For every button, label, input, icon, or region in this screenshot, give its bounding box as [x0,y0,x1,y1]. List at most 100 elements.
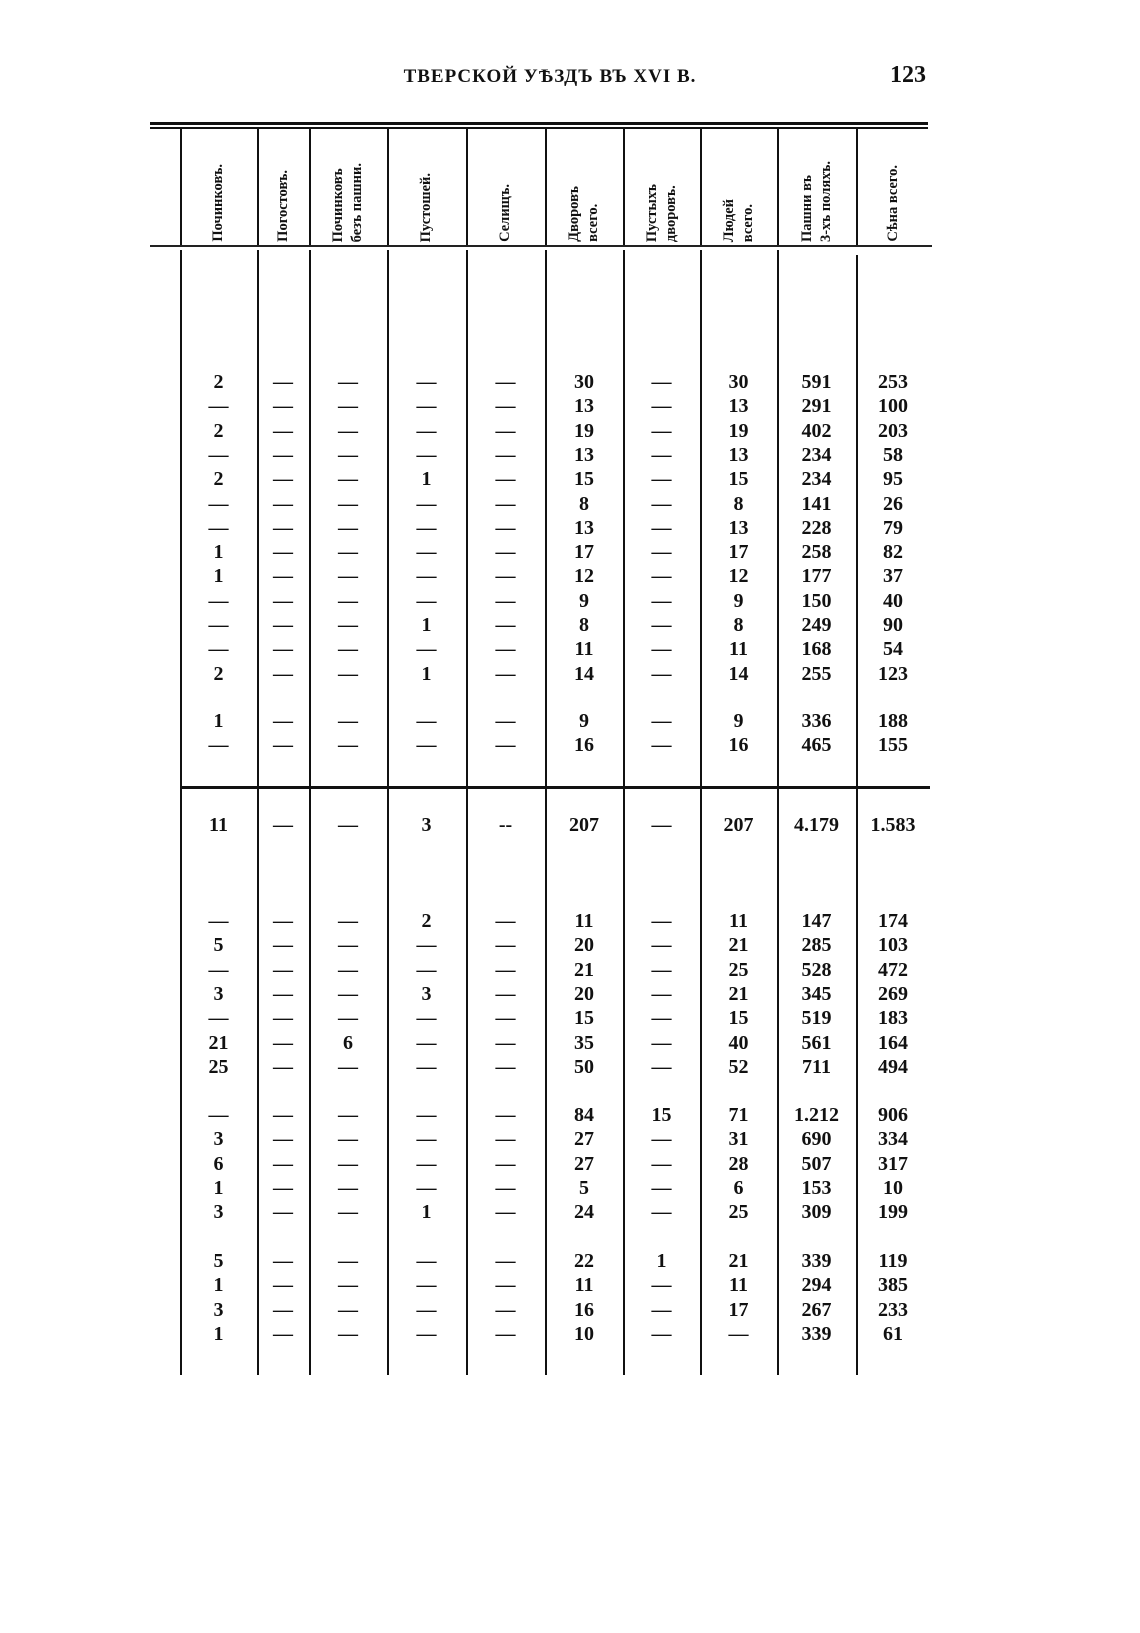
column-header-label: Починковъ безъ пашни. [330,162,365,242]
table-row: — — — — — 13 — 13 291 100 [180,394,930,418]
table-cell: 15 [651,1104,672,1126]
table-cell: 1 [213,565,224,588]
table-cell: -- [498,814,513,836]
table-cell: 199 [878,1201,908,1224]
table-cell: 14 [574,662,594,685]
table-cell: 25 [208,1055,229,1078]
table-cell: — [495,1031,516,1054]
column-divider [180,250,182,1375]
table-cell: — [416,371,437,393]
table-cell: 27 [574,1152,594,1175]
table-cell: — [495,419,516,442]
table-cell: 1 [656,1250,667,1272]
table-cell: 21 [728,982,749,1005]
table-cell: 472 [878,958,908,981]
table-cell: — [651,395,672,418]
table-row: 1 — — — — 17 — 17 258 82 [180,540,930,564]
table-cell: 11 [209,814,228,836]
column-header: Починковъ безъ пашни. [309,132,387,242]
table-row: 25 — — — — 50 — 52 711 494 [180,1055,930,1079]
table-row: 1 — — — — 9 — 9 336 188 [180,709,930,733]
table-cell: — [338,958,358,981]
table-cell: — [495,910,516,932]
column-divider [700,128,702,245]
table-cell: — [416,516,437,539]
table-cell: — [495,395,516,418]
table-cell: 228 [801,516,832,539]
table-cell: — [273,982,293,1005]
table-cell: — [208,516,229,539]
table-row: 1 — — — — 11 — 11 294 385 [180,1273,930,1297]
table-cell: — [495,1055,516,1078]
table-cell: — [338,1274,358,1297]
table-cell: 27 [574,1128,594,1151]
table-cell: — [273,419,293,442]
table-cell: — [208,492,229,515]
table-cell: 95 [883,468,903,491]
table-cell: — [495,638,516,661]
table-cell: 188 [878,710,908,732]
table-cell: 267 [801,1298,832,1321]
table-cell: — [416,565,437,588]
table-cell: — [416,395,437,418]
table-cell: — [273,910,293,932]
table-cell: 16 [728,734,749,757]
table-cell: 234 [801,468,832,491]
column-header-label: Дворовъ всего. [566,186,601,242]
table-cell: 17 [728,541,749,564]
table-cell: — [338,1007,358,1030]
running-title: ТВЕРСКОЙ УѢЗДЪ ВЪ XVI В. [403,66,697,87]
table-cell: 1 [213,1176,224,1199]
table-cell: — [651,710,672,732]
table-cell: — [495,1201,516,1224]
table-cell: — [273,958,293,981]
table-cell: — [208,614,229,636]
table-cell: 119 [878,1250,908,1272]
table-cell: — [651,541,672,564]
table-cell: 16 [574,1298,594,1321]
table-cell: — [651,419,672,442]
table-cell: 1.583 [870,814,916,836]
table-cell: 71 [728,1104,749,1126]
column-divider [387,128,389,245]
table-cell: 12 [728,565,749,588]
table-row: 1 — — — — 10 — — 339 61 [180,1322,930,1346]
table-cell: — [273,395,293,418]
table-cell: 4.179 [794,814,839,836]
table-cell: — [495,710,516,732]
table-cell: 20 [574,982,594,1005]
table-cell: — [651,982,672,1005]
table-row: 6 — — — — 27 — 28 507 317 [180,1152,930,1176]
table-cell: 174 [878,910,908,932]
total-rule [180,786,930,789]
table-cell: 5 [213,1250,224,1272]
table-cell: — [495,614,516,636]
table-cell: — [338,1201,358,1224]
table-cell: 3 [213,1201,224,1224]
column-divider [777,128,779,245]
table-row: — — — — — 16 — 16 465 155 [180,733,930,757]
table-cell: — [338,1176,358,1199]
table-cell: — [338,468,358,491]
table-cell: 1 [213,1322,224,1345]
table-row: 5 — — — — 20 — 21 285 103 [180,933,930,957]
table-row: — — — — — 11 — 11 168 54 [180,637,930,661]
table-cell: — [338,710,358,732]
table-cell: 19 [728,419,749,442]
table-cell: 30 [728,371,749,393]
table-cell: 24 [574,1201,594,1224]
table-cell: — [495,1274,516,1297]
table-cell: 19 [574,419,594,442]
column-header: Пашни въ 3-хъ поляхъ. [777,132,856,242]
column-header-label: Погостовъ. [274,170,291,242]
table-cell: — [338,492,358,515]
table-row: 3 — — — — 16 — 17 267 233 [180,1298,930,1322]
column-divider [257,128,259,245]
table-cell: 269 [878,982,908,1005]
table-cell: — [495,541,516,564]
table-cell: 21 [728,1250,749,1272]
table-cell: 15 [728,468,749,491]
column-header-label: Людей всего. [720,198,756,242]
table-cell: — [208,638,229,661]
table-cell: — [495,565,516,588]
